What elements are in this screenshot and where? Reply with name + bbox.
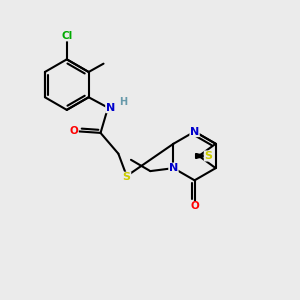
Text: H: H [119, 97, 128, 107]
Text: Cl: Cl [61, 31, 72, 41]
Text: N: N [106, 103, 115, 112]
Text: S: S [123, 172, 131, 182]
Text: O: O [69, 126, 78, 136]
Text: S: S [204, 151, 212, 161]
Text: N: N [190, 127, 199, 136]
Text: O: O [190, 202, 199, 212]
Text: N: N [169, 163, 178, 173]
